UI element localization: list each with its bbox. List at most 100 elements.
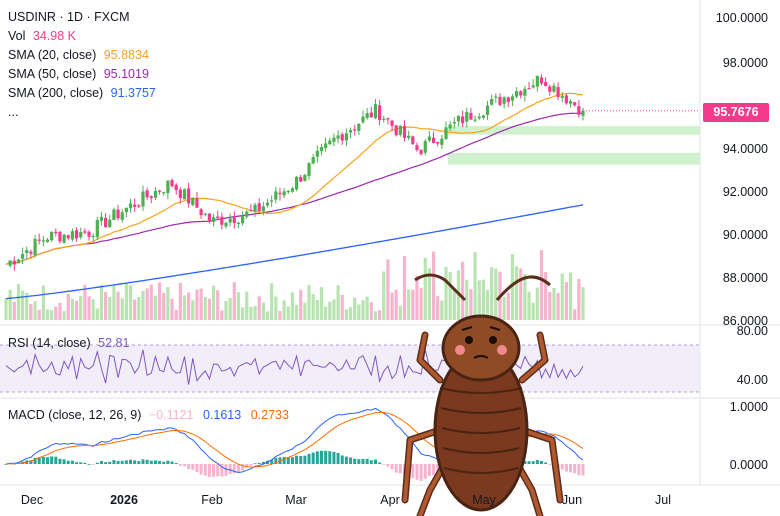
candle-body — [506, 97, 510, 102]
macd-histogram-bar — [120, 460, 124, 464]
candle-body — [145, 190, 149, 198]
candle-body — [99, 216, 104, 221]
volume-bar — [328, 301, 332, 320]
x-tick: Mar — [285, 493, 307, 507]
volume-bar — [436, 296, 440, 320]
volume-bar — [124, 282, 128, 320]
macd-histogram-bar — [182, 464, 186, 467]
macd-histogram-bar — [353, 458, 357, 464]
candle-body — [270, 200, 274, 202]
macd-histogram-bar — [199, 464, 203, 475]
candle-body — [485, 105, 490, 115]
volume-bar — [257, 296, 261, 320]
candle-body — [290, 188, 295, 192]
body-segment — [441, 427, 521, 434]
y-tick: 88.0000 — [722, 271, 768, 285]
volume-bar — [423, 257, 427, 320]
candle-body — [87, 231, 91, 237]
candle-body — [62, 234, 66, 243]
macd-histogram-bar — [386, 464, 390, 467]
cheek-left — [455, 345, 465, 355]
volume-bar — [303, 302, 307, 320]
volume-bar — [402, 256, 407, 320]
candle-body — [137, 205, 141, 207]
macd-histogram-bar — [224, 464, 228, 476]
volume-bar — [62, 311, 66, 320]
volume-bar — [33, 301, 37, 320]
volume-bar — [365, 296, 369, 320]
candle-body — [319, 146, 324, 152]
volume-bar — [191, 300, 195, 320]
macd-histogram-bar — [191, 464, 195, 470]
more-indicators-button[interactable]: ... — [8, 105, 19, 119]
candle-body — [199, 209, 203, 216]
candle-body — [116, 209, 120, 219]
volume-bar — [236, 292, 241, 320]
volume-bar — [531, 302, 535, 320]
candle-body — [274, 191, 278, 200]
macd-histogram-bar — [207, 464, 211, 477]
macd-legend[interactable]: MACD (close, 12, 26, 9) −0.1121 0.1613 0… — [8, 408, 289, 422]
sma200-legend[interactable]: SMA (200, close) 91.3757 — [8, 84, 156, 103]
candle-body — [66, 235, 70, 239]
candle-body — [91, 235, 95, 238]
rsi-label: RSI (14, close) — [8, 336, 91, 350]
volume-bar — [195, 289, 199, 320]
candle-body — [216, 216, 220, 218]
volume-bar — [261, 302, 265, 320]
macd-histogram-bar — [195, 464, 199, 473]
macd-histogram-bar — [46, 457, 50, 464]
candle-body — [477, 116, 481, 119]
symbol-line[interactable]: USDINR · 1D · FXCM — [8, 10, 130, 24]
volume-bar — [581, 287, 585, 320]
volume-bar — [41, 285, 45, 320]
volume-bar — [357, 304, 361, 320]
candle-body — [170, 180, 174, 187]
volume-bar — [377, 310, 382, 320]
macd-histogram-bar — [153, 460, 157, 464]
volume-bar — [128, 285, 133, 320]
eye-left — [465, 336, 473, 344]
leg-left-2-fill — [403, 428, 442, 502]
vol-label: Vol — [8, 29, 26, 43]
macd-histogram-bar — [564, 464, 568, 472]
macd-histogram-bar — [369, 460, 373, 464]
symbol-legend: USDINR · 1D · FXCM — [8, 8, 130, 27]
candle-body — [307, 162, 311, 177]
volume-legend[interactable]: Vol 34.98 K — [8, 27, 76, 46]
macd-histogram-bar — [577, 464, 581, 476]
candle-body — [25, 250, 29, 254]
macd-axis-1: 1.0000 — [729, 400, 768, 414]
candle-body — [153, 190, 158, 198]
rsi-legend[interactable]: RSI (14, close) 52.81 — [8, 336, 129, 350]
x-tick: Apr — [380, 493, 400, 507]
candle-body — [344, 133, 348, 141]
candle-body — [332, 137, 336, 142]
candle-body — [74, 230, 79, 239]
candle-body — [104, 217, 108, 228]
macd-histogram-bar — [75, 462, 79, 464]
candle-body — [452, 121, 456, 124]
volume-bar — [573, 309, 577, 320]
volume-bar — [174, 309, 178, 320]
volume-bar — [361, 299, 365, 320]
macd-histogram-bar — [257, 462, 261, 464]
sma50-legend[interactable]: SMA (50, close) 95.1019 — [8, 65, 149, 84]
macd-histogram-bar — [124, 460, 128, 464]
volume-bar — [348, 307, 353, 320]
sma20-legend[interactable]: SMA (20, close) 95.8834 — [8, 46, 149, 65]
volume-bar — [50, 309, 54, 320]
body-segment — [440, 407, 522, 414]
candle-body — [390, 120, 394, 126]
volume-bar — [560, 273, 564, 320]
volume-bar — [344, 309, 348, 320]
macd-histogram-bar — [328, 451, 332, 464]
volume-bar — [514, 266, 519, 320]
volume-bar — [178, 282, 182, 320]
volume-bar — [539, 250, 544, 320]
macd-histogram-bar — [581, 464, 585, 476]
macd-histogram-bar — [295, 455, 299, 464]
candle-body — [29, 251, 33, 254]
volume-bar — [431, 251, 436, 320]
